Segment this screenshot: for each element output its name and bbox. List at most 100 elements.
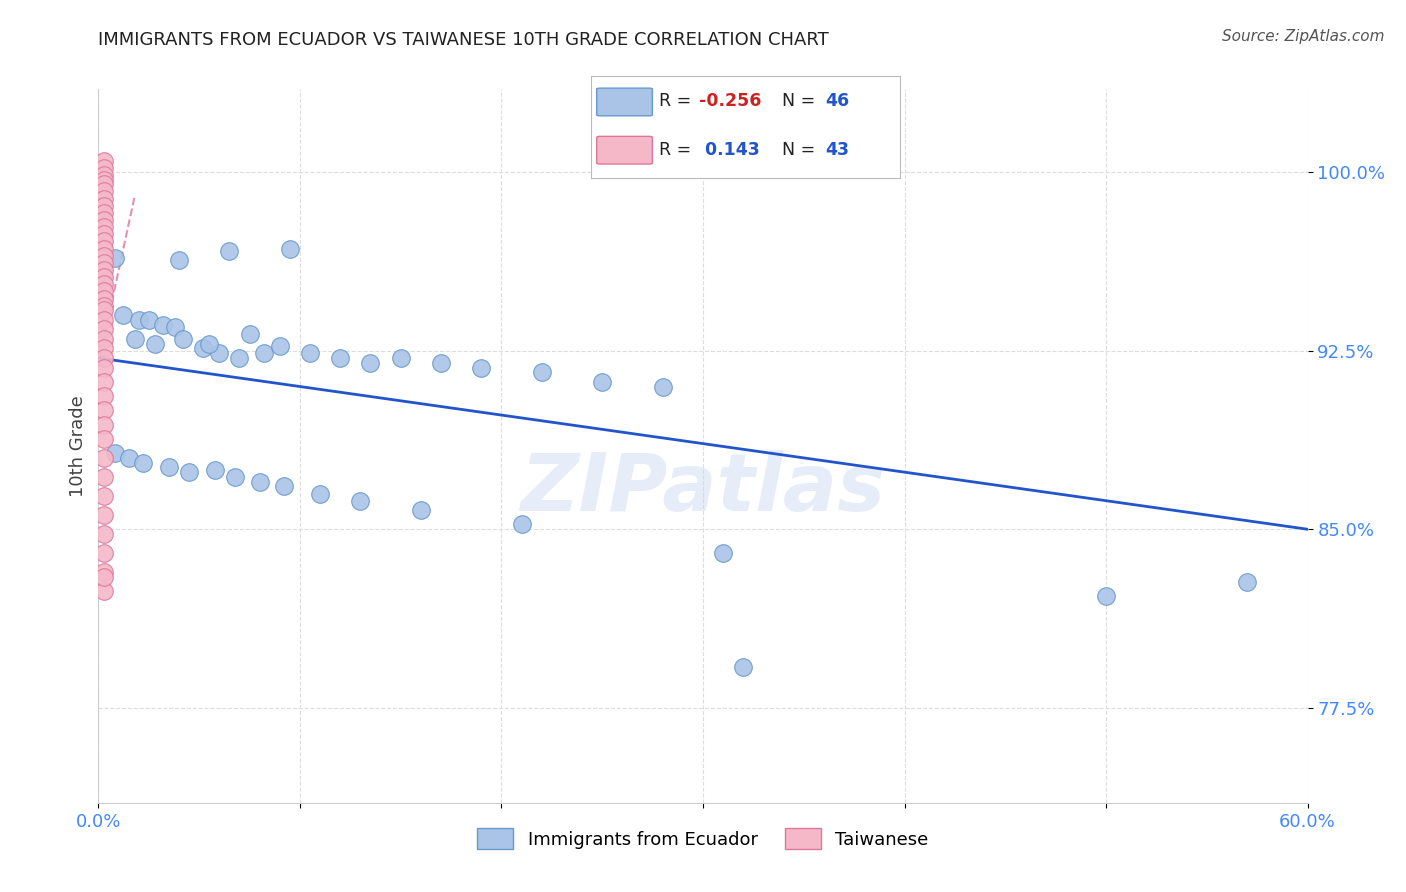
Y-axis label: 10th Grade: 10th Grade [69,395,87,497]
Point [198,336,221,351]
Point [93,206,115,220]
Point [273,479,295,493]
Point [132,456,155,470]
Point [103,251,125,265]
Text: 0.143: 0.143 [699,141,759,159]
Point [93,185,115,199]
Point [193,342,215,356]
Point [167,253,190,268]
Point [93,313,115,327]
Point [309,486,332,500]
Point [269,339,291,353]
Point [179,465,201,479]
Point [172,332,194,346]
Point [118,450,141,465]
Point [93,285,115,299]
Text: Source: ZipAtlas.com: Source: ZipAtlas.com [1222,29,1385,44]
Point [93,235,115,249]
Point [329,351,352,365]
Point [128,313,150,327]
Text: -0.256: -0.256 [699,93,761,111]
Point [299,346,322,360]
Point [1236,574,1258,589]
Legend: Immigrants from Ecuador, Taiwanese: Immigrants from Ecuador, Taiwanese [468,819,938,858]
Text: N =: N = [782,93,821,111]
Point [93,570,115,584]
Point [349,493,371,508]
Point [143,336,166,351]
FancyBboxPatch shape [596,88,652,116]
Point [93,168,115,182]
Text: 46: 46 [825,93,849,111]
Point [93,565,115,579]
Point [93,153,115,168]
Point [711,546,734,560]
Point [228,351,250,365]
Text: R =: R = [658,141,696,159]
Point [93,161,115,175]
Point [93,432,115,446]
Point [93,192,115,206]
Point [733,660,755,674]
Point [93,489,115,503]
Point [93,322,115,336]
Point [152,318,174,332]
Point [208,346,231,360]
Point [93,256,115,270]
Point [93,375,115,389]
Point [430,356,453,370]
Point [470,360,492,375]
Point [93,178,115,192]
Point [93,227,115,242]
Point [93,277,115,292]
Point [93,213,115,227]
Point [93,584,115,599]
Point [93,508,115,522]
Text: 43: 43 [825,141,849,159]
Point [204,463,226,477]
Point [249,475,271,489]
Point [510,517,533,532]
Point [93,417,115,432]
Point [93,172,115,186]
Point [278,242,301,256]
Point [239,327,262,342]
Point [93,342,115,356]
Point [389,351,412,365]
Point [93,199,115,213]
Point [111,308,134,322]
Point [93,242,115,256]
Point [93,332,115,346]
Point [93,450,115,465]
Point [163,320,186,334]
Point [93,527,115,541]
Point [93,470,115,484]
Text: N =: N = [782,141,821,159]
Point [360,356,382,370]
Point [138,313,160,327]
Point [93,303,115,318]
Text: R =: R = [658,93,696,111]
Point [93,403,115,417]
Text: ZIPatlas: ZIPatlas [520,450,886,528]
Point [93,292,115,306]
Point [93,360,115,375]
FancyBboxPatch shape [596,136,652,164]
Point [93,351,115,365]
Point [530,365,553,379]
Point [93,249,115,263]
Point [1095,589,1118,603]
Point [409,503,432,517]
Point [124,332,146,346]
Point [591,375,613,389]
Point [93,270,115,285]
Point [157,460,180,475]
Point [93,263,115,277]
Point [93,389,115,403]
Point [218,244,240,258]
Point [93,299,115,313]
Point [253,346,276,360]
Point [93,220,115,235]
Point [93,546,115,560]
Text: IMMIGRANTS FROM ECUADOR VS TAIWANESE 10TH GRADE CORRELATION CHART: IMMIGRANTS FROM ECUADOR VS TAIWANESE 10T… [98,31,830,49]
